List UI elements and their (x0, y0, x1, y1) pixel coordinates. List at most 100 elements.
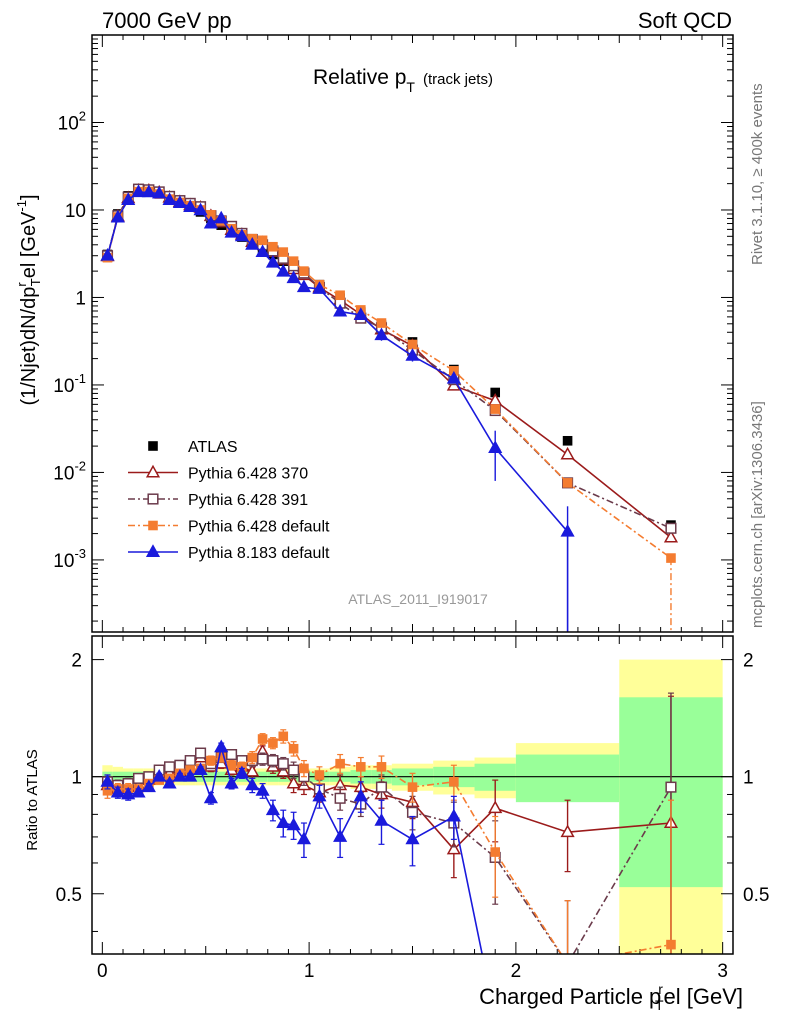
ratio-series-1 (101, 692, 677, 954)
svg-text:(1/Njet)dN/dprTel [GeV-1]: (1/Njet)dN/dprTel [GeV-1] (14, 194, 43, 405)
data-point (560, 446, 575, 460)
series-1 (100, 182, 679, 543)
ratio-point (488, 800, 503, 814)
header-right: Soft QCD (638, 8, 732, 33)
watermark-label: ATLAS_2011_I919017 (348, 591, 488, 607)
ratio-point (665, 781, 677, 793)
data-point (100, 247, 115, 261)
legend-label: Pythia 6.428 391 (188, 492, 308, 509)
data-point (286, 270, 301, 284)
ratio-point (110, 784, 125, 798)
data-point (449, 366, 459, 376)
ratio-point (267, 755, 279, 767)
main-series-layer (100, 182, 679, 632)
series-4 (100, 184, 575, 632)
ratio-point (299, 763, 309, 774)
data-point (288, 256, 299, 266)
data-point (490, 387, 501, 398)
ratio-point (224, 775, 239, 789)
data-point (265, 254, 281, 268)
ratio-point (407, 782, 418, 792)
ratio-point (276, 815, 291, 828)
data-point (255, 244, 270, 258)
ratio-y-axis-label: Ratio to ATLAS (24, 749, 41, 850)
legend-label: Pythia 8.183 default (188, 545, 330, 562)
side-label-mcplots: mcplots.cern.ch [arXiv:1306.3436] (749, 401, 766, 628)
ratio-point (312, 788, 327, 802)
ratio-point (257, 734, 268, 744)
data-point (268, 241, 278, 252)
data-point (663, 529, 679, 543)
y-tick-label: 102 (58, 108, 86, 134)
y-tick-label: 10-3 (53, 546, 86, 572)
data-point (110, 209, 125, 223)
data-point (193, 202, 208, 216)
data-point (131, 184, 146, 198)
ratio-point (286, 817, 301, 831)
ratio-point (335, 758, 345, 769)
ratio-point (255, 783, 270, 796)
x-tick-label: 2 (511, 961, 522, 982)
header-left: 7000 GeV pp (102, 8, 232, 33)
ratio-point (234, 765, 249, 779)
ratio-point (195, 747, 207, 759)
legend-item-1: Pythia 6.428 370 (128, 464, 308, 483)
y-tick-label: 2 (71, 651, 82, 672)
data-point (376, 318, 387, 328)
band-stat (515, 754, 620, 803)
ratio-point (226, 760, 237, 771)
legend-label: Pythia 6.428 370 (188, 466, 308, 483)
ratio-point (560, 824, 575, 838)
y-tick-label: 10 (65, 201, 86, 222)
ratio-point (257, 753, 269, 765)
y-tick-label: 0.5 (56, 885, 82, 906)
ratio-point (102, 785, 113, 796)
legend-item-2: Pythia 6.428 391 (128, 492, 308, 509)
ratio-series-layer (100, 692, 679, 954)
y-tick-label-right: 0.5 (743, 885, 769, 906)
ratio-point (314, 770, 325, 780)
x-tick-label: 1 (304, 961, 315, 982)
main-axis-ticks: 10-3 10-2 10-1 1 10 102 (53, 34, 733, 632)
side-label-rivet: Rivet 3.1.10, ≥ 400k events (749, 83, 766, 265)
ratio-point (268, 738, 278, 748)
legend-marker (148, 441, 158, 451)
data-point (488, 440, 503, 453)
y-tick-label: 10-1 (53, 371, 86, 397)
ratio-point (278, 731, 289, 742)
legend-item-4: Pythia 8.183 default (128, 544, 330, 562)
y-tick-label: 1 (75, 288, 86, 309)
data-point (562, 478, 573, 488)
ratio-point (162, 775, 177, 789)
series-line (106, 189, 672, 539)
ratio-point (226, 749, 238, 761)
data-point (405, 348, 420, 361)
data-point (665, 522, 677, 534)
ratio-point (216, 752, 227, 763)
ratio-point (206, 755, 216, 766)
ratio-point (184, 755, 196, 767)
main-frame (91, 34, 734, 633)
data-point (299, 266, 309, 276)
data-point (374, 327, 389, 341)
ratio-point (288, 764, 300, 776)
ratio-point (490, 847, 501, 857)
data-point (335, 290, 345, 301)
ratio-point (334, 792, 346, 804)
data-point (214, 210, 229, 224)
ratio-point (247, 752, 258, 763)
legend-marker (145, 544, 161, 557)
legend-label: Pythia 6.428 default (188, 519, 330, 536)
ratio-point (172, 768, 187, 782)
data-point (407, 339, 418, 350)
ratio-point (183, 768, 198, 782)
y-tick-label: 10-2 (53, 458, 86, 484)
ratio-series-group (100, 692, 679, 954)
series-line (106, 191, 569, 533)
ratio-point (277, 758, 289, 770)
ratio-point (132, 772, 145, 784)
ratio-point (131, 784, 146, 798)
ratio-axis-ticks: 0.5 0.5 1 1 2 2 0 1 2 3 (56, 636, 769, 982)
data-point (141, 184, 156, 198)
